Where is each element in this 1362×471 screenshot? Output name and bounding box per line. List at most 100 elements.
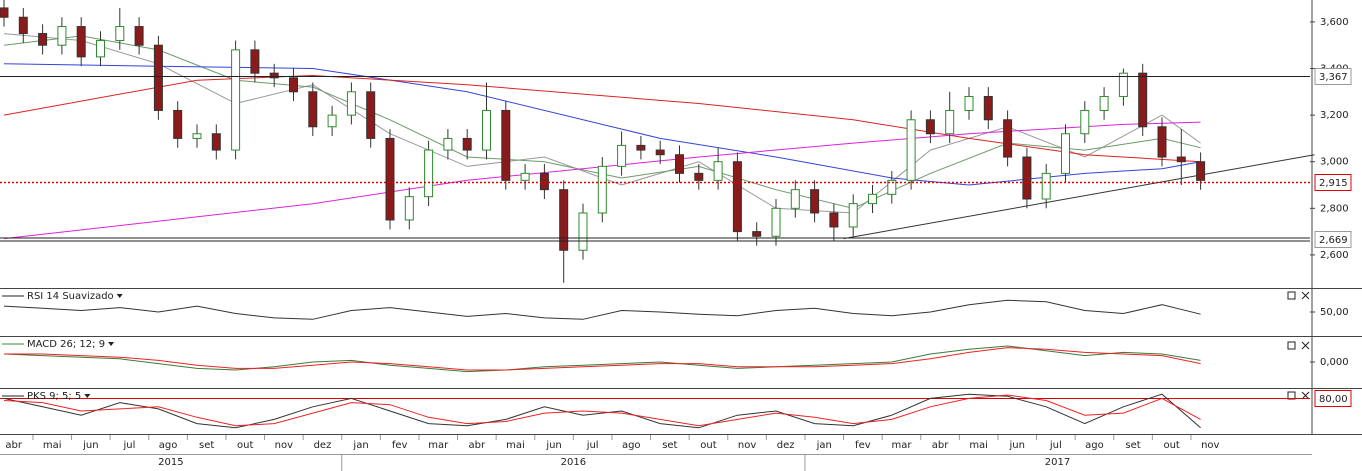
candle-body <box>925 119 935 135</box>
level-label-box <box>1314 68 1352 85</box>
x-tick-label: dez <box>777 440 795 451</box>
candle-body <box>964 95 974 111</box>
x-tick-label: ago <box>159 440 178 451</box>
candle-body <box>462 137 472 151</box>
candle-body <box>346 91 356 116</box>
candle-body <box>578 212 588 251</box>
x-tick-label: abr <box>932 440 949 451</box>
indicator-line <box>3 299 1201 320</box>
y-tick-label: 3,200 <box>1320 110 1349 121</box>
candle-body <box>539 172 549 191</box>
candle-body <box>1080 109 1090 135</box>
level-label-box <box>1314 231 1352 248</box>
candle-body <box>829 212 839 228</box>
candle-body <box>636 144 646 151</box>
x-tick-label: mar <box>891 440 912 451</box>
candle-body <box>1118 72 1128 97</box>
level-label: 2,669 <box>1319 235 1348 246</box>
candle-body <box>983 95 993 121</box>
candle-body <box>1176 156 1186 163</box>
candle-body <box>559 189 569 251</box>
candle-body <box>96 40 105 58</box>
candle-body <box>848 203 858 228</box>
x-tick-label: set <box>1125 440 1140 451</box>
y-tick-label: 3,600 <box>1320 17 1349 28</box>
candle-body <box>694 172 704 181</box>
maximize-icon[interactable] <box>1287 341 1296 350</box>
candle-body <box>713 161 723 181</box>
level-label: 3,367 <box>1319 72 1348 83</box>
moving-average <box>3 121 1201 240</box>
level-label-box <box>1314 390 1352 407</box>
candle-body <box>38 33 48 46</box>
x-tick-label: fev <box>392 440 408 451</box>
candle-body <box>501 109 511 181</box>
x-tick-label: jun <box>545 440 561 451</box>
candle-body <box>887 179 897 195</box>
close-icon[interactable] <box>1301 341 1310 350</box>
moving-average <box>3 33 1201 214</box>
close-icon[interactable] <box>1301 391 1310 400</box>
candle-body <box>134 26 144 46</box>
close-icon[interactable] <box>1301 291 1310 300</box>
y-tick-label: 2,800 <box>1320 203 1349 214</box>
x-tick-label: nov <box>738 440 756 451</box>
candle-body <box>76 26 86 58</box>
candle-body <box>520 172 530 181</box>
moving-average <box>3 35 1201 209</box>
candle-body <box>945 109 955 135</box>
candle-body <box>1157 126 1167 158</box>
candle-body <box>810 189 820 214</box>
candle-body <box>424 149 434 198</box>
candle-body <box>57 26 67 46</box>
candle-body <box>675 154 684 174</box>
x-tick-label: nov <box>275 440 293 451</box>
candle-body <box>385 137 395 221</box>
maximize-icon[interactable] <box>1287 291 1296 300</box>
x-tick-label: jun <box>82 440 98 451</box>
candle-body <box>192 133 202 139</box>
candle-body <box>752 231 762 237</box>
x-tick-label: abr <box>5 440 22 451</box>
candle-body <box>597 165 607 214</box>
x-tick-label: jul <box>122 440 135 451</box>
level-label-box <box>1314 174 1352 191</box>
candle-body <box>1061 133 1070 174</box>
dropdown-icon <box>84 394 91 398</box>
x-tick-label: mai <box>506 440 525 451</box>
moving-average <box>3 63 1201 186</box>
x-tick-label: abr <box>469 440 486 451</box>
candle-body <box>327 114 337 128</box>
candle-body <box>0 7 9 18</box>
candle-body <box>771 207 781 237</box>
candle-body <box>231 49 241 151</box>
x-tick-label: fev <box>855 440 871 451</box>
candle-body <box>18 16 28 35</box>
x-tick-label: jul <box>586 440 599 451</box>
candle-body <box>289 77 298 93</box>
level-label: 80,00 <box>1319 394 1348 405</box>
indicator-line <box>3 394 1201 427</box>
indicator-line <box>4 347 1201 371</box>
candle-body <box>1138 72 1148 128</box>
candle-body <box>250 49 260 74</box>
candle-body <box>1099 95 1109 111</box>
x-tick-label: jan <box>816 440 832 451</box>
candle-body <box>404 196 414 221</box>
x-tick-label: jul <box>1049 440 1062 451</box>
candle-body <box>153 44 163 111</box>
indicator-title: RSI 14 Suavizado <box>27 291 114 302</box>
x-tick-label: ago <box>622 440 641 451</box>
dropdown-icon <box>116 294 123 298</box>
candle-body <box>790 189 800 209</box>
year-label: 2017 <box>1045 457 1070 468</box>
candle-body <box>173 109 183 139</box>
candle-body <box>732 161 742 233</box>
y-tick-label: 50,00 <box>1320 307 1349 318</box>
y-tick-label: 3,000 <box>1320 157 1349 168</box>
candle-body <box>868 193 877 205</box>
x-tick-label: out <box>1163 440 1179 451</box>
x-tick-label: nov <box>1201 440 1219 451</box>
x-tick-label: dez <box>314 440 332 451</box>
